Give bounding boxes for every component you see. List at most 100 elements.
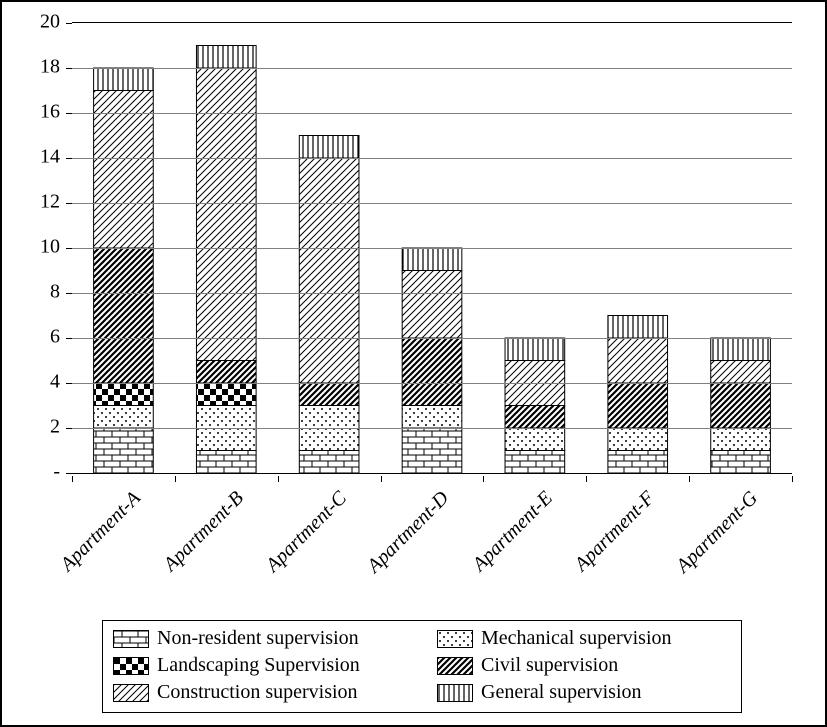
gridline xyxy=(72,428,792,429)
x-axis-label: Apartment-B xyxy=(159,487,248,576)
bar-segment-civil xyxy=(402,338,462,406)
y-tick-label: 12 xyxy=(10,191,60,214)
legend: Non-resident supervision Mechanical super… xyxy=(102,620,742,713)
gridline xyxy=(72,113,792,114)
bar-segment-construction xyxy=(711,361,771,384)
legend-label: Non-resident supervision xyxy=(157,627,359,650)
bar-segment-civil xyxy=(608,383,668,428)
legend-label: Construction supervision xyxy=(157,681,358,704)
bar-segment-general xyxy=(711,338,771,361)
bar-segment-non_resident xyxy=(402,428,462,473)
bar-segment-non_resident xyxy=(299,451,359,474)
bar-segment-non_resident xyxy=(608,451,668,474)
y-tick-label: 8 xyxy=(10,281,60,304)
x-tick xyxy=(381,476,382,482)
gridline xyxy=(72,203,792,204)
bar-segment-civil xyxy=(505,406,565,429)
x-tick xyxy=(175,476,176,482)
bar-segment-civil xyxy=(94,248,154,383)
x-axis-label: Apartment-C xyxy=(261,487,351,577)
bar-segment-civil xyxy=(299,383,359,406)
x-tick xyxy=(278,476,279,482)
bar-segment-non_resident xyxy=(94,428,154,473)
legend-item-civil: Civil supervision xyxy=(437,654,731,677)
y-tick-label: 6 xyxy=(10,326,60,349)
legend-swatch xyxy=(113,657,149,675)
bar-segment-non_resident xyxy=(196,451,256,474)
legend-label: Landscaping Supervision xyxy=(157,654,360,677)
legend-swatch xyxy=(113,630,149,648)
gridline xyxy=(72,383,792,384)
bar-segment-general xyxy=(505,338,565,361)
legend-item-mechanical: Mechanical supervision xyxy=(437,627,731,650)
legend-label: Civil supervision xyxy=(481,654,618,677)
y-tick xyxy=(66,428,72,429)
gridline xyxy=(72,293,792,294)
y-tick-label: 14 xyxy=(10,146,60,169)
y-tick xyxy=(66,23,72,24)
bar-segment-general xyxy=(299,136,359,159)
legend-item-non_resident: Non-resident supervision xyxy=(113,627,407,650)
bar-segment-general xyxy=(196,46,256,69)
y-tick xyxy=(66,383,72,384)
bar-segment-mechanical xyxy=(402,406,462,429)
y-tick xyxy=(66,293,72,294)
x-axis-label: Apartment-D xyxy=(363,487,454,578)
bar-segment-mechanical xyxy=(711,428,771,451)
legend-swatch xyxy=(437,684,473,702)
legend-item-general: General supervision xyxy=(437,681,731,704)
x-axis-label: Apartment-G xyxy=(672,487,763,578)
bar-segment-construction xyxy=(402,271,462,339)
x-tick xyxy=(689,476,690,482)
legend-label: Mechanical supervision xyxy=(481,627,672,650)
bar-segment-civil xyxy=(711,383,771,428)
x-axis-label: Apartment-F xyxy=(571,487,660,576)
legend-label: General supervision xyxy=(481,681,642,704)
legend-swatch xyxy=(437,630,473,648)
y-tick-label: 20 xyxy=(10,11,60,34)
bar-segment-construction xyxy=(608,338,668,383)
y-tick xyxy=(66,158,72,159)
y-tick xyxy=(66,203,72,204)
chart-container: - 2 4 6 8 10 12 14 16 18 20 Apartment-AApartment-B… xyxy=(0,0,827,727)
bar-segment-non_resident xyxy=(505,451,565,474)
plot-area xyxy=(72,22,792,474)
gridline xyxy=(72,248,792,249)
legend-swatch xyxy=(113,684,149,702)
x-axis-label: Apartment-A xyxy=(56,487,145,576)
bar-segment-general xyxy=(402,248,462,271)
bar-segment-mechanical xyxy=(94,406,154,429)
bar-segment-civil xyxy=(196,361,256,384)
y-tick-label: 16 xyxy=(10,101,60,124)
bar-segment-general xyxy=(608,316,668,339)
gridline xyxy=(72,158,792,159)
bar-segment-mechanical xyxy=(608,428,668,451)
legend-swatch xyxy=(437,657,473,675)
y-tick xyxy=(66,473,72,474)
y-tick-label: 18 xyxy=(10,56,60,79)
bar-segment-construction xyxy=(299,158,359,383)
gridline xyxy=(72,338,792,339)
x-tick xyxy=(483,476,484,482)
legend-item-landscaping: Landscaping Supervision xyxy=(113,654,407,677)
x-tick xyxy=(792,476,793,482)
y-tick-label: 10 xyxy=(10,236,60,259)
x-axis-label: Apartment-E xyxy=(468,487,557,576)
bar-segment-non_resident xyxy=(711,451,771,474)
bar-segment-landscaping xyxy=(94,383,154,406)
gridline xyxy=(72,68,792,69)
legend-item-construction: Construction supervision xyxy=(113,681,407,704)
x-tick xyxy=(72,476,73,482)
y-tick xyxy=(66,68,72,69)
y-tick-label: - xyxy=(10,461,60,484)
y-tick xyxy=(66,248,72,249)
y-tick xyxy=(66,338,72,339)
bar-segment-general xyxy=(94,68,154,91)
x-axis-labels: Apartment-AApartment-BApartment-CApartme… xyxy=(72,477,792,607)
bar-segment-mechanical xyxy=(505,428,565,451)
bar-segment-construction xyxy=(196,68,256,361)
bar-segment-construction xyxy=(94,91,154,249)
y-tick-label: 2 xyxy=(10,416,60,439)
x-tick xyxy=(586,476,587,482)
y-tick-label: 4 xyxy=(10,371,60,394)
